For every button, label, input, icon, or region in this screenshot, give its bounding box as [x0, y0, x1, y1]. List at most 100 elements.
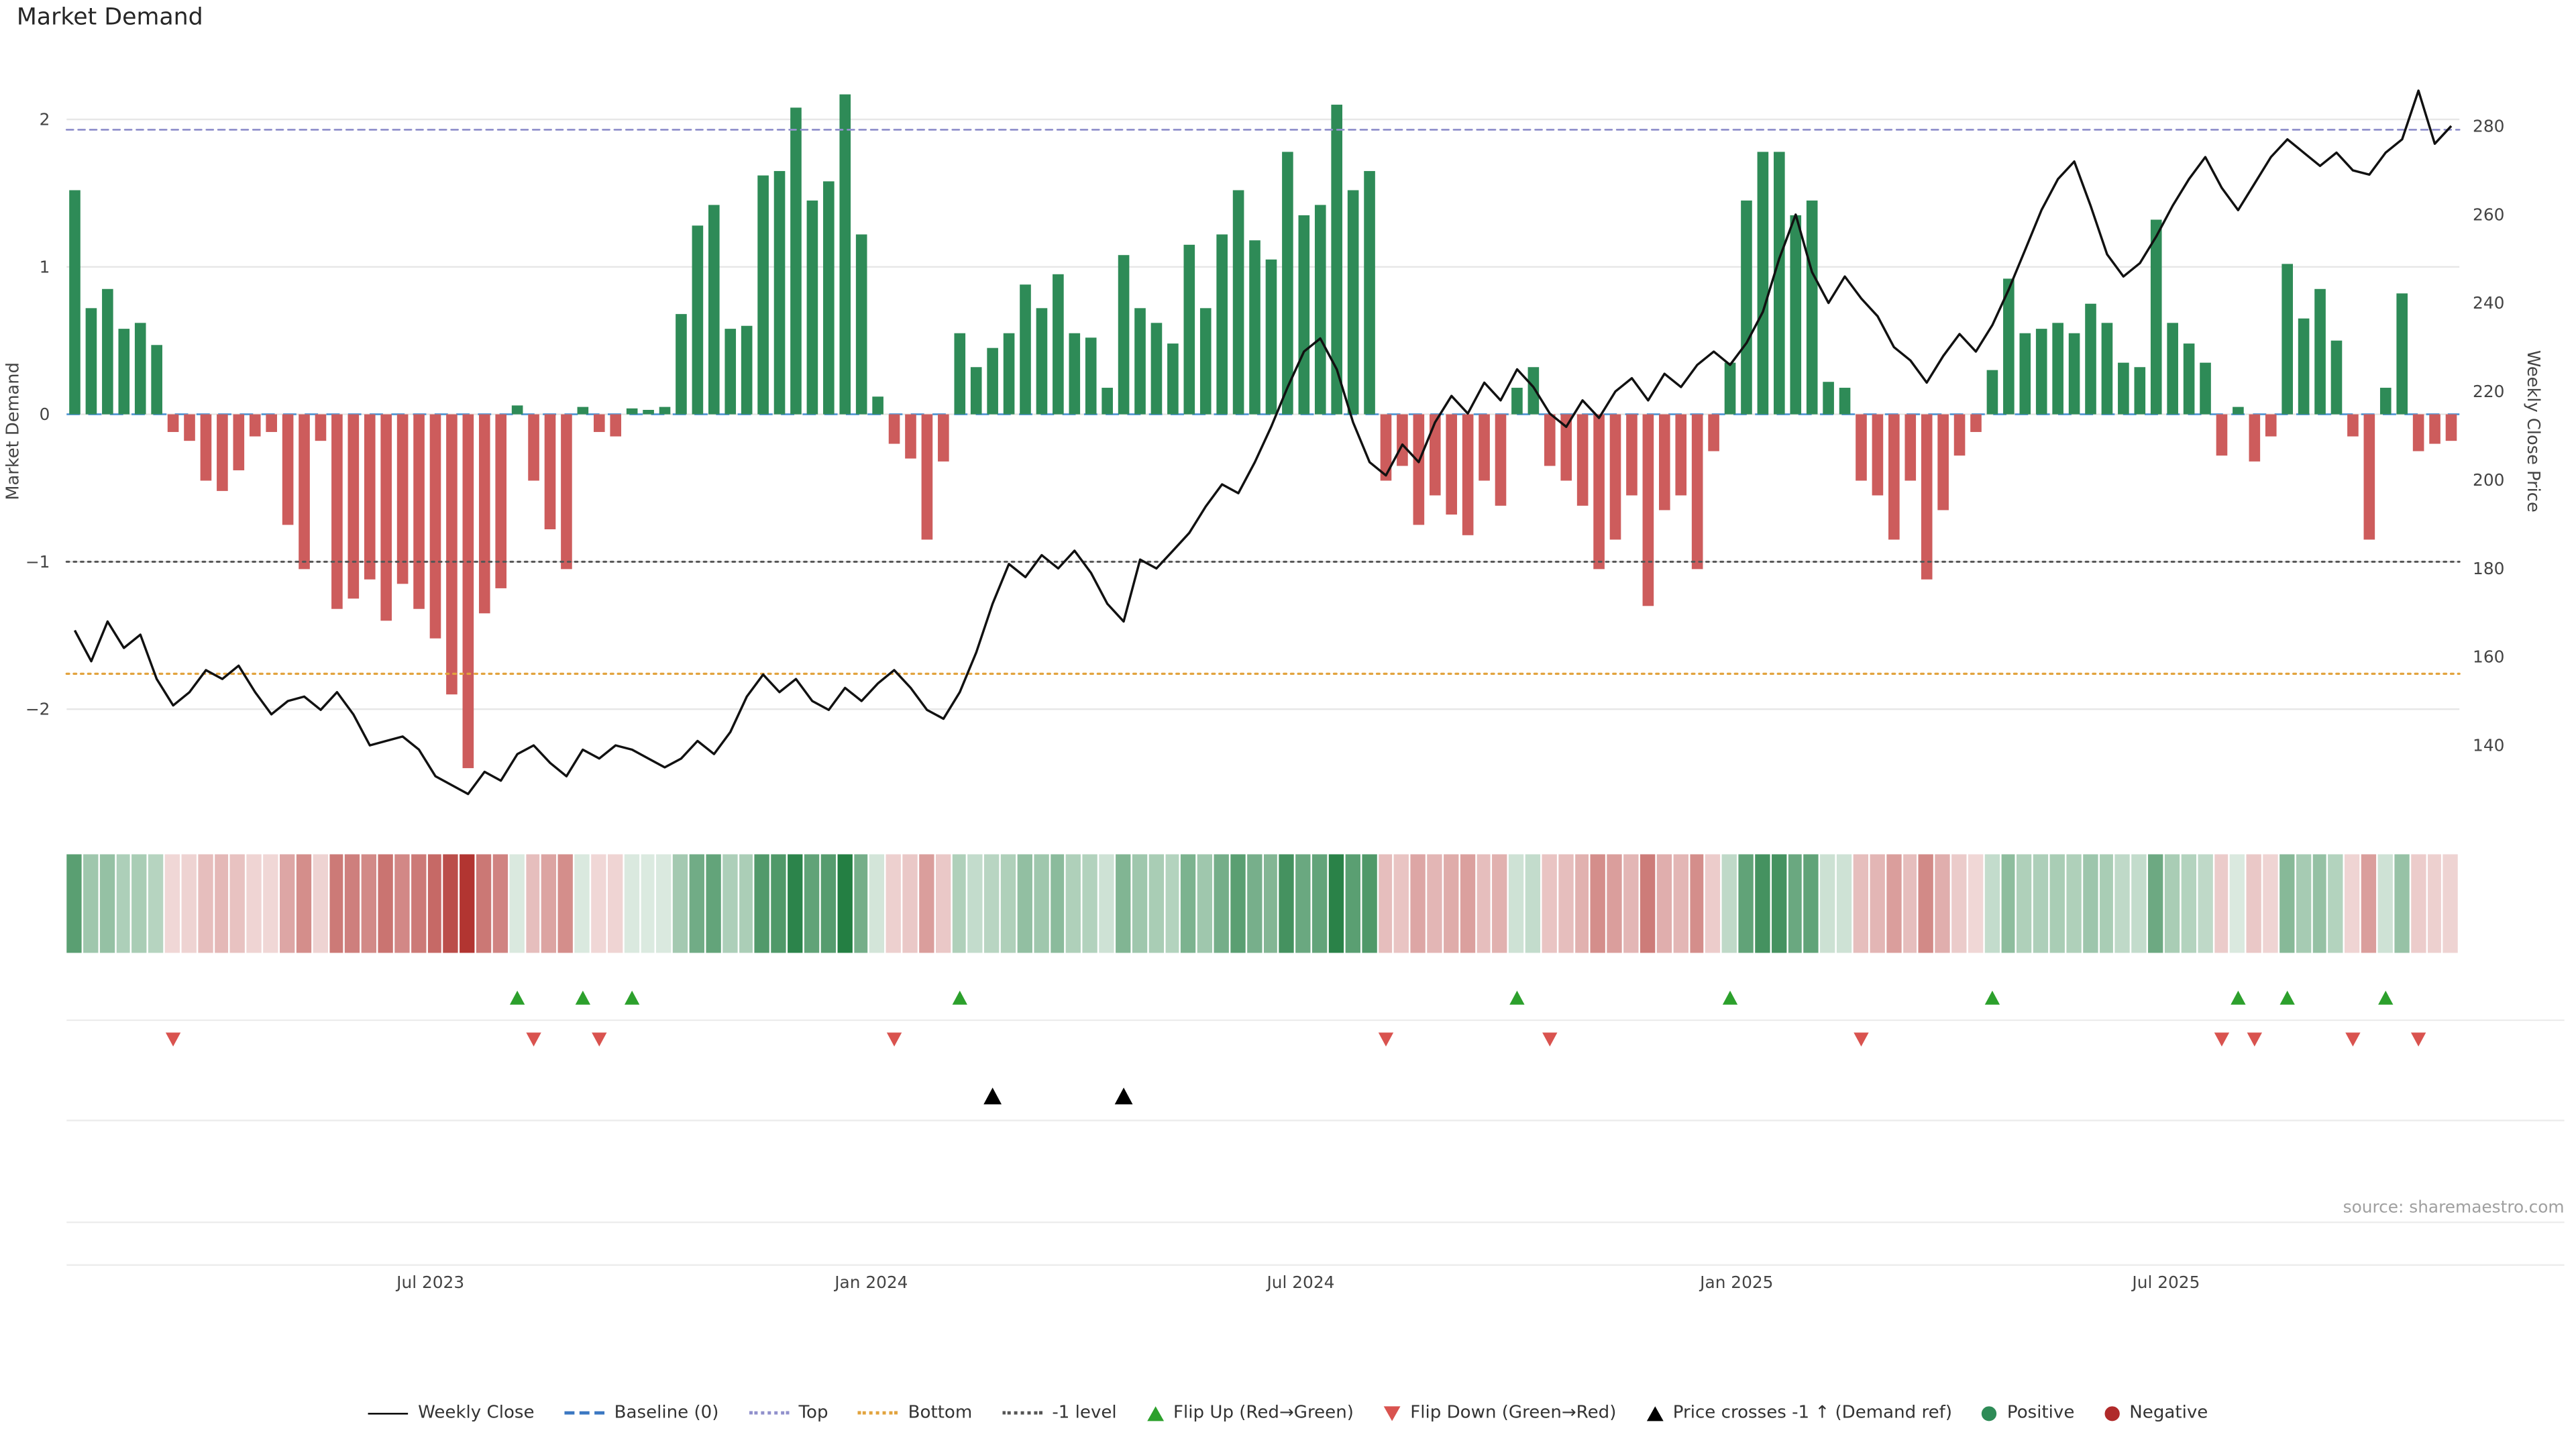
heatmap-cell — [1902, 854, 1917, 953]
heatmap-cell — [1050, 854, 1065, 953]
heatmap-cell — [2328, 854, 2344, 953]
flip-down-marker — [1542, 1032, 1558, 1047]
demand-bar — [1265, 259, 1277, 415]
heatmap-cell — [706, 854, 721, 953]
heatmap-cell — [722, 854, 737, 953]
legend: Weekly Close Baseline (0) Top Bottom -1 leve… — [0, 1403, 2576, 1423]
right-tick-label: 200 — [2473, 470, 2504, 490]
heatmap-cell — [902, 854, 918, 953]
flip-down-marker — [886, 1032, 902, 1047]
left-tick-label: −2 — [25, 700, 50, 719]
legend-item-label: Flip Down (Green→Red) — [1410, 1403, 1617, 1423]
demand-bar — [1102, 388, 1113, 415]
demand-bar — [200, 414, 212, 481]
legend-item: -1 level — [1002, 1403, 1117, 1423]
heatmap-cell — [558, 854, 574, 953]
demand-bar — [2330, 340, 2343, 415]
demand-bar — [151, 345, 162, 415]
demand-bar — [1724, 362, 1736, 415]
heatmap-cell — [1427, 854, 1442, 953]
demand-bar — [118, 329, 130, 415]
demand-bar — [1347, 190, 1359, 415]
marker-panel: source: sharemaestro.com Jul 2023 Jan 2024… — [66, 990, 2565, 1292]
heatmap-cell — [2214, 854, 2229, 953]
demand-bar — [331, 414, 343, 609]
demand-bar — [2216, 414, 2228, 456]
heatmap-cell — [2033, 854, 2049, 953]
heatmap-cell — [247, 854, 262, 953]
heatmap-cell — [83, 854, 98, 953]
price-line — [73, 89, 2453, 796]
heatmap-cell — [164, 854, 180, 953]
legend-item-label: Baseline (0) — [614, 1403, 719, 1423]
heatmap-cell — [1017, 854, 1032, 953]
demand-bar — [1576, 414, 1589, 506]
right-tick-label: 180 — [2473, 559, 2504, 578]
heatmap-cell — [656, 854, 672, 953]
line-sample-icon — [749, 1411, 789, 1415]
triangle-up-icon — [1646, 1405, 1663, 1421]
demand-bar — [659, 407, 671, 415]
heatmap-cell — [1083, 854, 1098, 953]
demand-bar — [347, 414, 360, 599]
heatmap-cell — [1919, 854, 1934, 953]
flip-down-marker — [2345, 1032, 2361, 1047]
demand-bar — [2068, 333, 2080, 415]
demand-bar — [299, 414, 310, 570]
heatmap-cell — [1378, 854, 1393, 953]
line-sample-icon — [1002, 1411, 1042, 1415]
dot-icon — [1982, 1405, 1998, 1421]
heatmap-cell — [673, 854, 688, 953]
heatmap-cell — [476, 854, 492, 953]
heatmap-cell — [1033, 854, 1049, 953]
heatmap-cell — [2115, 854, 2131, 953]
heatmap-cell — [2164, 854, 2180, 953]
heatmap-cell — [1295, 854, 1311, 953]
heatmap-cell — [1705, 854, 1721, 953]
flip-up-marker — [952, 990, 967, 1005]
right-tick-label: 260 — [2473, 205, 2504, 225]
heatmap-cell — [394, 854, 409, 953]
heatmap-cell — [230, 854, 246, 953]
heatmap-cell — [1509, 854, 1524, 953]
heatmap-cell — [1656, 854, 1672, 953]
price-cross-marker — [1114, 1087, 1133, 1105]
heatmap-cell — [2099, 854, 2114, 953]
heatmap-cell — [1968, 854, 1983, 953]
heatmap-cell — [1607, 854, 1623, 953]
demand-bar — [528, 414, 539, 481]
heatmap-cell — [1870, 854, 1884, 953]
heatmap-cell — [640, 854, 655, 953]
demand-bar — [1953, 414, 1966, 456]
right-axis-label: Weekly Close Price — [2523, 350, 2543, 513]
legend-item-label: Positive — [2006, 1403, 2075, 1423]
demand-bar — [2167, 323, 2178, 415]
flip-up-marker — [1722, 990, 1738, 1005]
demand-bar — [102, 288, 113, 415]
heatmap-cell — [1230, 854, 1246, 953]
heatmap-cell — [214, 854, 229, 953]
heatmap-cell — [1001, 854, 1016, 953]
heatmap-cell — [624, 854, 639, 953]
left-tick-label: 0 — [40, 405, 50, 424]
heatmap-cell — [1197, 854, 1213, 953]
heatmap-cell — [312, 854, 327, 953]
heatmap-cell — [918, 854, 934, 953]
heatmap-cell — [1525, 854, 1540, 953]
demand-bar — [1199, 308, 1212, 415]
heatmap-cell — [1476, 854, 1491, 953]
demand-bar — [1020, 284, 1031, 415]
demand-heatmap-strip — [66, 854, 2459, 953]
line-sample-icon — [564, 1411, 604, 1415]
heatmap-cell — [2181, 854, 2196, 953]
demand-bar — [413, 414, 425, 609]
triangle-down-icon — [1383, 1405, 1401, 1421]
demand-bar — [905, 414, 916, 459]
line-sample-icon — [858, 1411, 898, 1415]
heatmap-cell — [1672, 854, 1688, 953]
demand-bar — [2298, 318, 2310, 415]
demand-bar — [69, 190, 80, 415]
demand-bar — [1774, 152, 1785, 415]
demand-bar — [1593, 414, 1605, 570]
demand-bar — [2183, 343, 2195, 415]
